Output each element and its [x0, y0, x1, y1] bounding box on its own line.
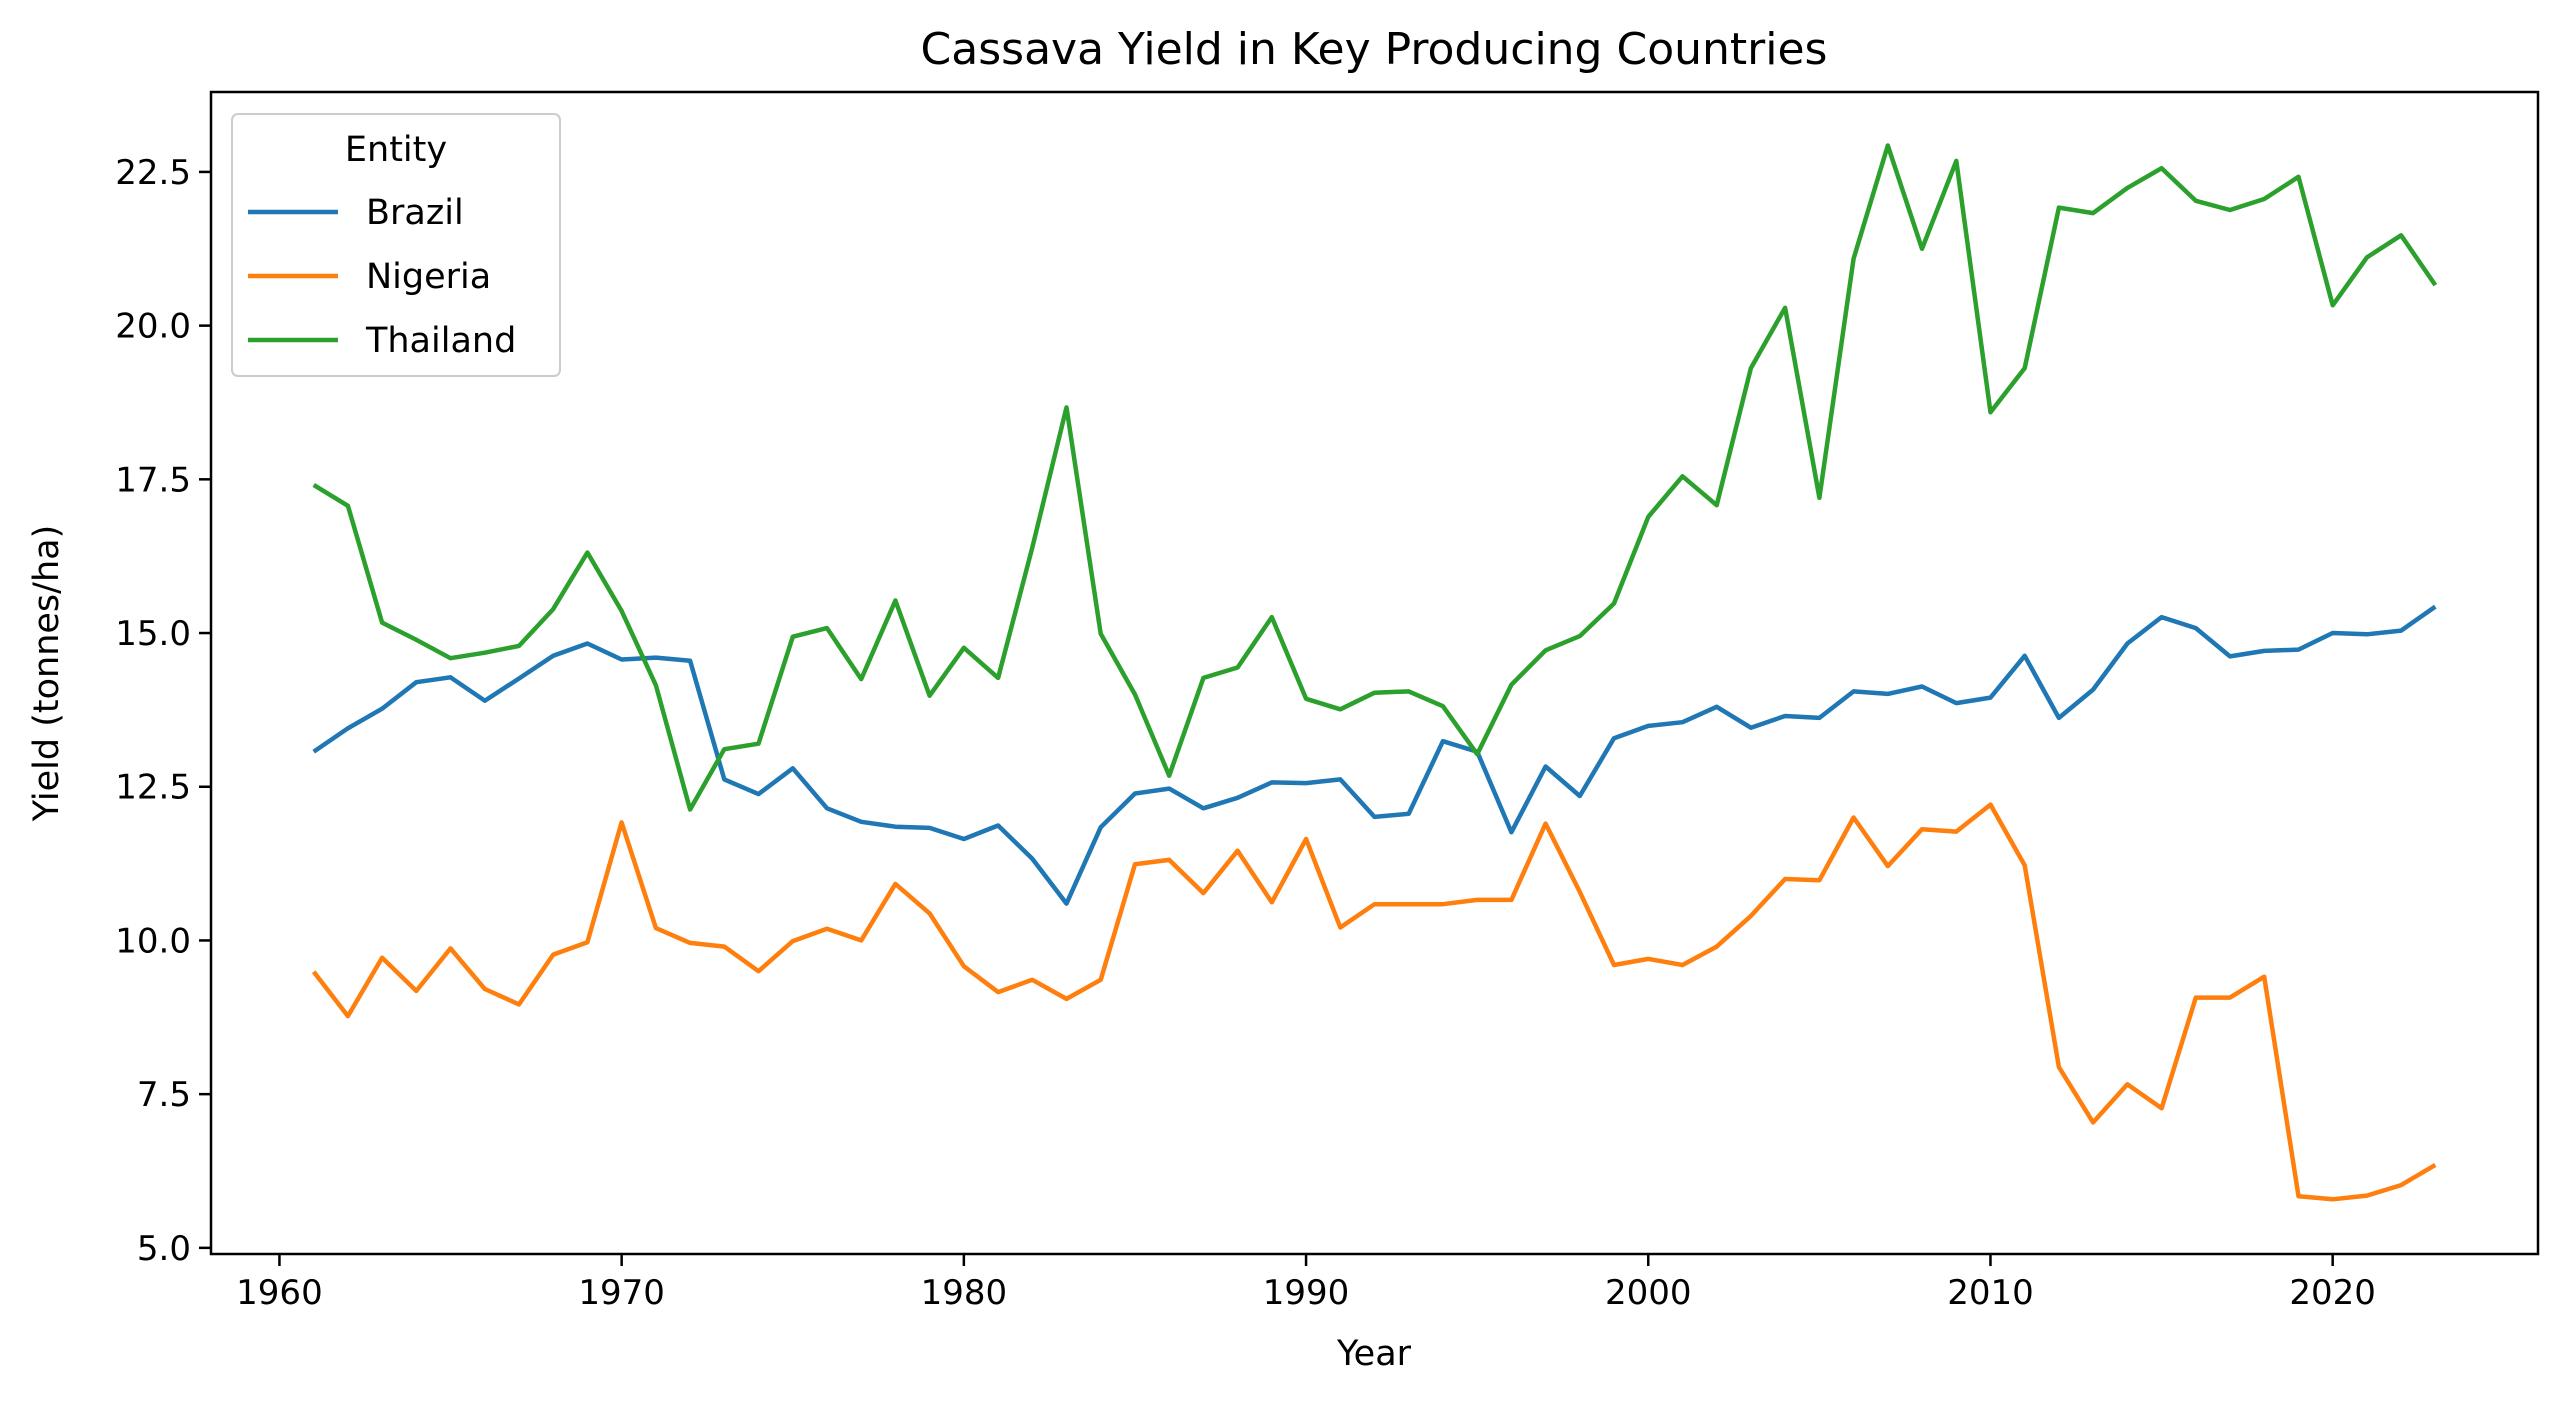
legend: Entity Brazil Nigeria Thailand	[231, 113, 561, 377]
series-line-nigeria	[311, 802, 2437, 1202]
legend-label-thailand: Thailand	[365, 321, 516, 361]
y-tick-label: 15.0	[115, 614, 191, 654]
y-tick-label: 7.5	[137, 1075, 191, 1115]
y-axis-ticks: 5.0 7.5 10.0 12.5 15.0 17.5 20.0 22.5	[115, 153, 211, 1269]
legend-box	[231, 113, 561, 377]
y-tick-label: 12.5	[115, 768, 191, 808]
x-tick-label: 2010	[1947, 1273, 2034, 1313]
y-tick-label: 5.0	[137, 1229, 191, 1269]
x-tick-label: 2000	[1605, 1273, 1692, 1313]
chart-title: Cassava Yield in Key Producing Countries	[921, 24, 1828, 75]
y-axis-label: Yield (tonnes/ha)	[27, 525, 67, 822]
y-tick-label: 17.5	[115, 460, 191, 500]
x-axis-ticks: 1960 1970 1980 1990 2000 2010 2020	[236, 1254, 2376, 1313]
legend-label-brazil: Brazil	[366, 193, 464, 233]
x-axis-label: Year	[1336, 1334, 1412, 1374]
x-tick-label: 1960	[236, 1273, 323, 1313]
legend-title: Entity	[345, 130, 447, 170]
legend-label-nigeria: Nigeria	[366, 257, 491, 297]
x-tick-label: 1970	[578, 1273, 665, 1313]
x-tick-label: 1990	[1263, 1273, 1350, 1313]
x-tick-label: 1980	[921, 1273, 1008, 1313]
y-tick-label: 22.5	[115, 153, 191, 193]
legend-items: Brazil Nigeria Thailand	[248, 193, 516, 361]
y-tick-label: 20.0	[115, 307, 191, 347]
x-tick-label: 2020	[2289, 1273, 2376, 1313]
series-lines	[311, 143, 2438, 1202]
series-line-thailand	[312, 143, 2438, 812]
plot-area-frame	[209, 90, 2540, 1256]
series-line-brazil	[312, 604, 2437, 906]
y-tick-label: 10.0	[115, 921, 191, 961]
